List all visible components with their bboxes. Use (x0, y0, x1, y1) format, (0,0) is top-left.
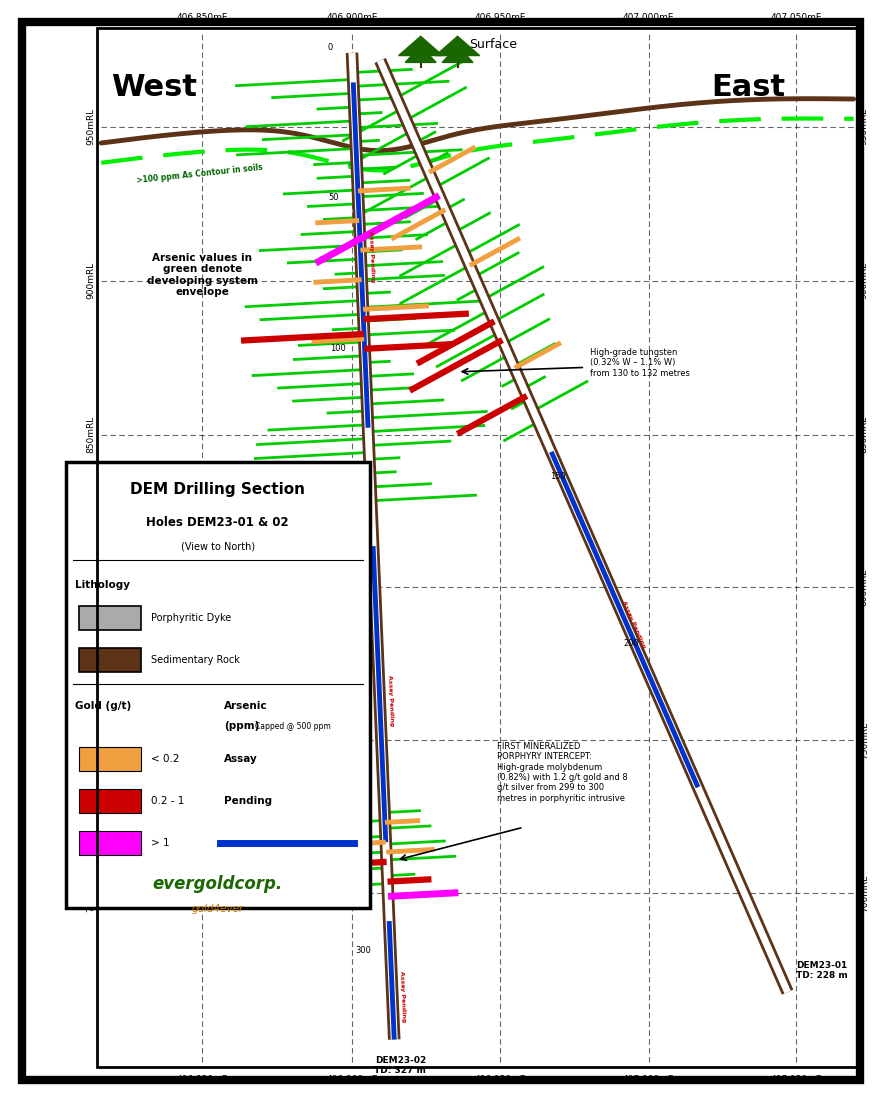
Text: 800mRL: 800mRL (86, 569, 95, 606)
Text: 406,950mE: 406,950mE (474, 1075, 525, 1084)
Text: Arsenic: Arsenic (224, 701, 268, 712)
Bar (66, 462, 370, 908)
Text: 407,000mE: 407,000mE (623, 13, 674, 22)
Text: < 0.2: < 0.2 (151, 754, 180, 764)
Text: 200: 200 (342, 645, 358, 653)
Text: 850mRL: 850mRL (860, 416, 869, 453)
Text: 950mRL: 950mRL (86, 108, 95, 145)
Text: 407,050mE: 407,050mE (771, 1075, 822, 1084)
Text: 750mRL: 750mRL (86, 722, 95, 759)
Text: High-grade tungsten
(0.32% W – 1.1% W)
from 130 to 132 metres: High-grade tungsten (0.32% W – 1.1% W) f… (590, 348, 689, 378)
Text: 250: 250 (349, 794, 365, 804)
Text: (View to North): (View to North) (180, 541, 255, 552)
Text: DEM23-01
TD: 228 m: DEM23-01 TD: 228 m (796, 960, 848, 980)
Bar (79, 648, 141, 672)
Text: 406,950mE: 406,950mE (474, 13, 525, 22)
Bar (79, 830, 141, 855)
Text: DEM23-02
TD: 327 m: DEM23-02 TD: 327 m (375, 1056, 426, 1076)
Text: 100: 100 (330, 343, 346, 353)
Text: Assay Pending: Assay Pending (368, 230, 375, 282)
Text: Holes DEM23-01 & 02: Holes DEM23-01 & 02 (146, 516, 290, 529)
Text: Gold (g/t): Gold (g/t) (75, 701, 131, 712)
Text: Lithology: Lithology (75, 580, 130, 591)
Text: 300: 300 (356, 946, 371, 955)
Text: Assay Pending: Assay Pending (400, 970, 407, 1022)
Text: 406,900mE: 406,900mE (326, 1075, 378, 1084)
Text: East: East (711, 74, 785, 102)
Text: DEM Drilling Section: DEM Drilling Section (130, 482, 305, 497)
Text: FIRST MINERALIZED
PORPHYRY INTERCEPT:
High-grade molybdenum
(0.82%) with 1.2 g/t: FIRST MINERALIZED PORPHYRY INTERCEPT: Hi… (497, 741, 628, 803)
Text: 950mRL: 950mRL (860, 108, 869, 145)
Polygon shape (399, 36, 443, 56)
Bar (97, 28, 858, 1067)
Text: Capped @ 500 ppm: Capped @ 500 ppm (255, 722, 331, 730)
Text: (ppm): (ppm) (224, 720, 260, 732)
Text: 406,900mE: 406,900mE (326, 13, 378, 22)
Text: Assay Pending: Assay Pending (621, 600, 646, 649)
Text: evergoldcorp.: evergoldcorp. (152, 876, 283, 893)
Text: 50: 50 (328, 192, 339, 201)
Text: Pending: Pending (224, 795, 273, 806)
Text: > 1: > 1 (151, 837, 170, 848)
Text: 150: 150 (551, 472, 566, 481)
Text: Assay Pending: Assay Pending (386, 674, 394, 726)
Text: 700mRL: 700mRL (860, 874, 869, 912)
Text: >100 ppm As Contour in soils: >100 ppm As Contour in soils (136, 163, 263, 185)
Text: 850mRL: 850mRL (86, 416, 95, 453)
Text: Assay: Assay (224, 754, 258, 764)
Text: gold4ever: gold4ever (192, 903, 244, 914)
Text: Porphyritic Dyke: Porphyritic Dyke (151, 613, 231, 624)
Text: 150: 150 (336, 495, 352, 504)
Text: 700mRL: 700mRL (86, 874, 95, 912)
Bar (79, 747, 141, 771)
Bar (97, 28, 858, 1067)
Polygon shape (436, 36, 480, 56)
Text: 0: 0 (327, 43, 333, 52)
Text: 900mRL: 900mRL (860, 262, 869, 299)
Text: 800mRL: 800mRL (860, 569, 869, 606)
Text: Arsenic values in
green denote
developing system
envelope: Arsenic values in green denote developin… (147, 253, 258, 297)
Text: Surface: Surface (469, 37, 517, 51)
Text: 900mRL: 900mRL (86, 262, 95, 299)
Text: 0.2 - 1: 0.2 - 1 (151, 795, 185, 806)
Text: 750mRL: 750mRL (860, 722, 869, 759)
Text: 406,850mE: 406,850mE (177, 13, 228, 22)
Text: 406,850mE: 406,850mE (177, 1075, 228, 1084)
Text: West: West (111, 74, 197, 102)
Text: Sedimentary Rock: Sedimentary Rock (151, 654, 240, 666)
Text: 200: 200 (624, 639, 640, 648)
Bar (79, 789, 141, 813)
Polygon shape (405, 46, 436, 63)
Text: 407,000mE: 407,000mE (623, 1075, 674, 1084)
Bar (79, 606, 141, 630)
Text: 407,050mE: 407,050mE (771, 13, 822, 22)
Polygon shape (443, 46, 473, 63)
